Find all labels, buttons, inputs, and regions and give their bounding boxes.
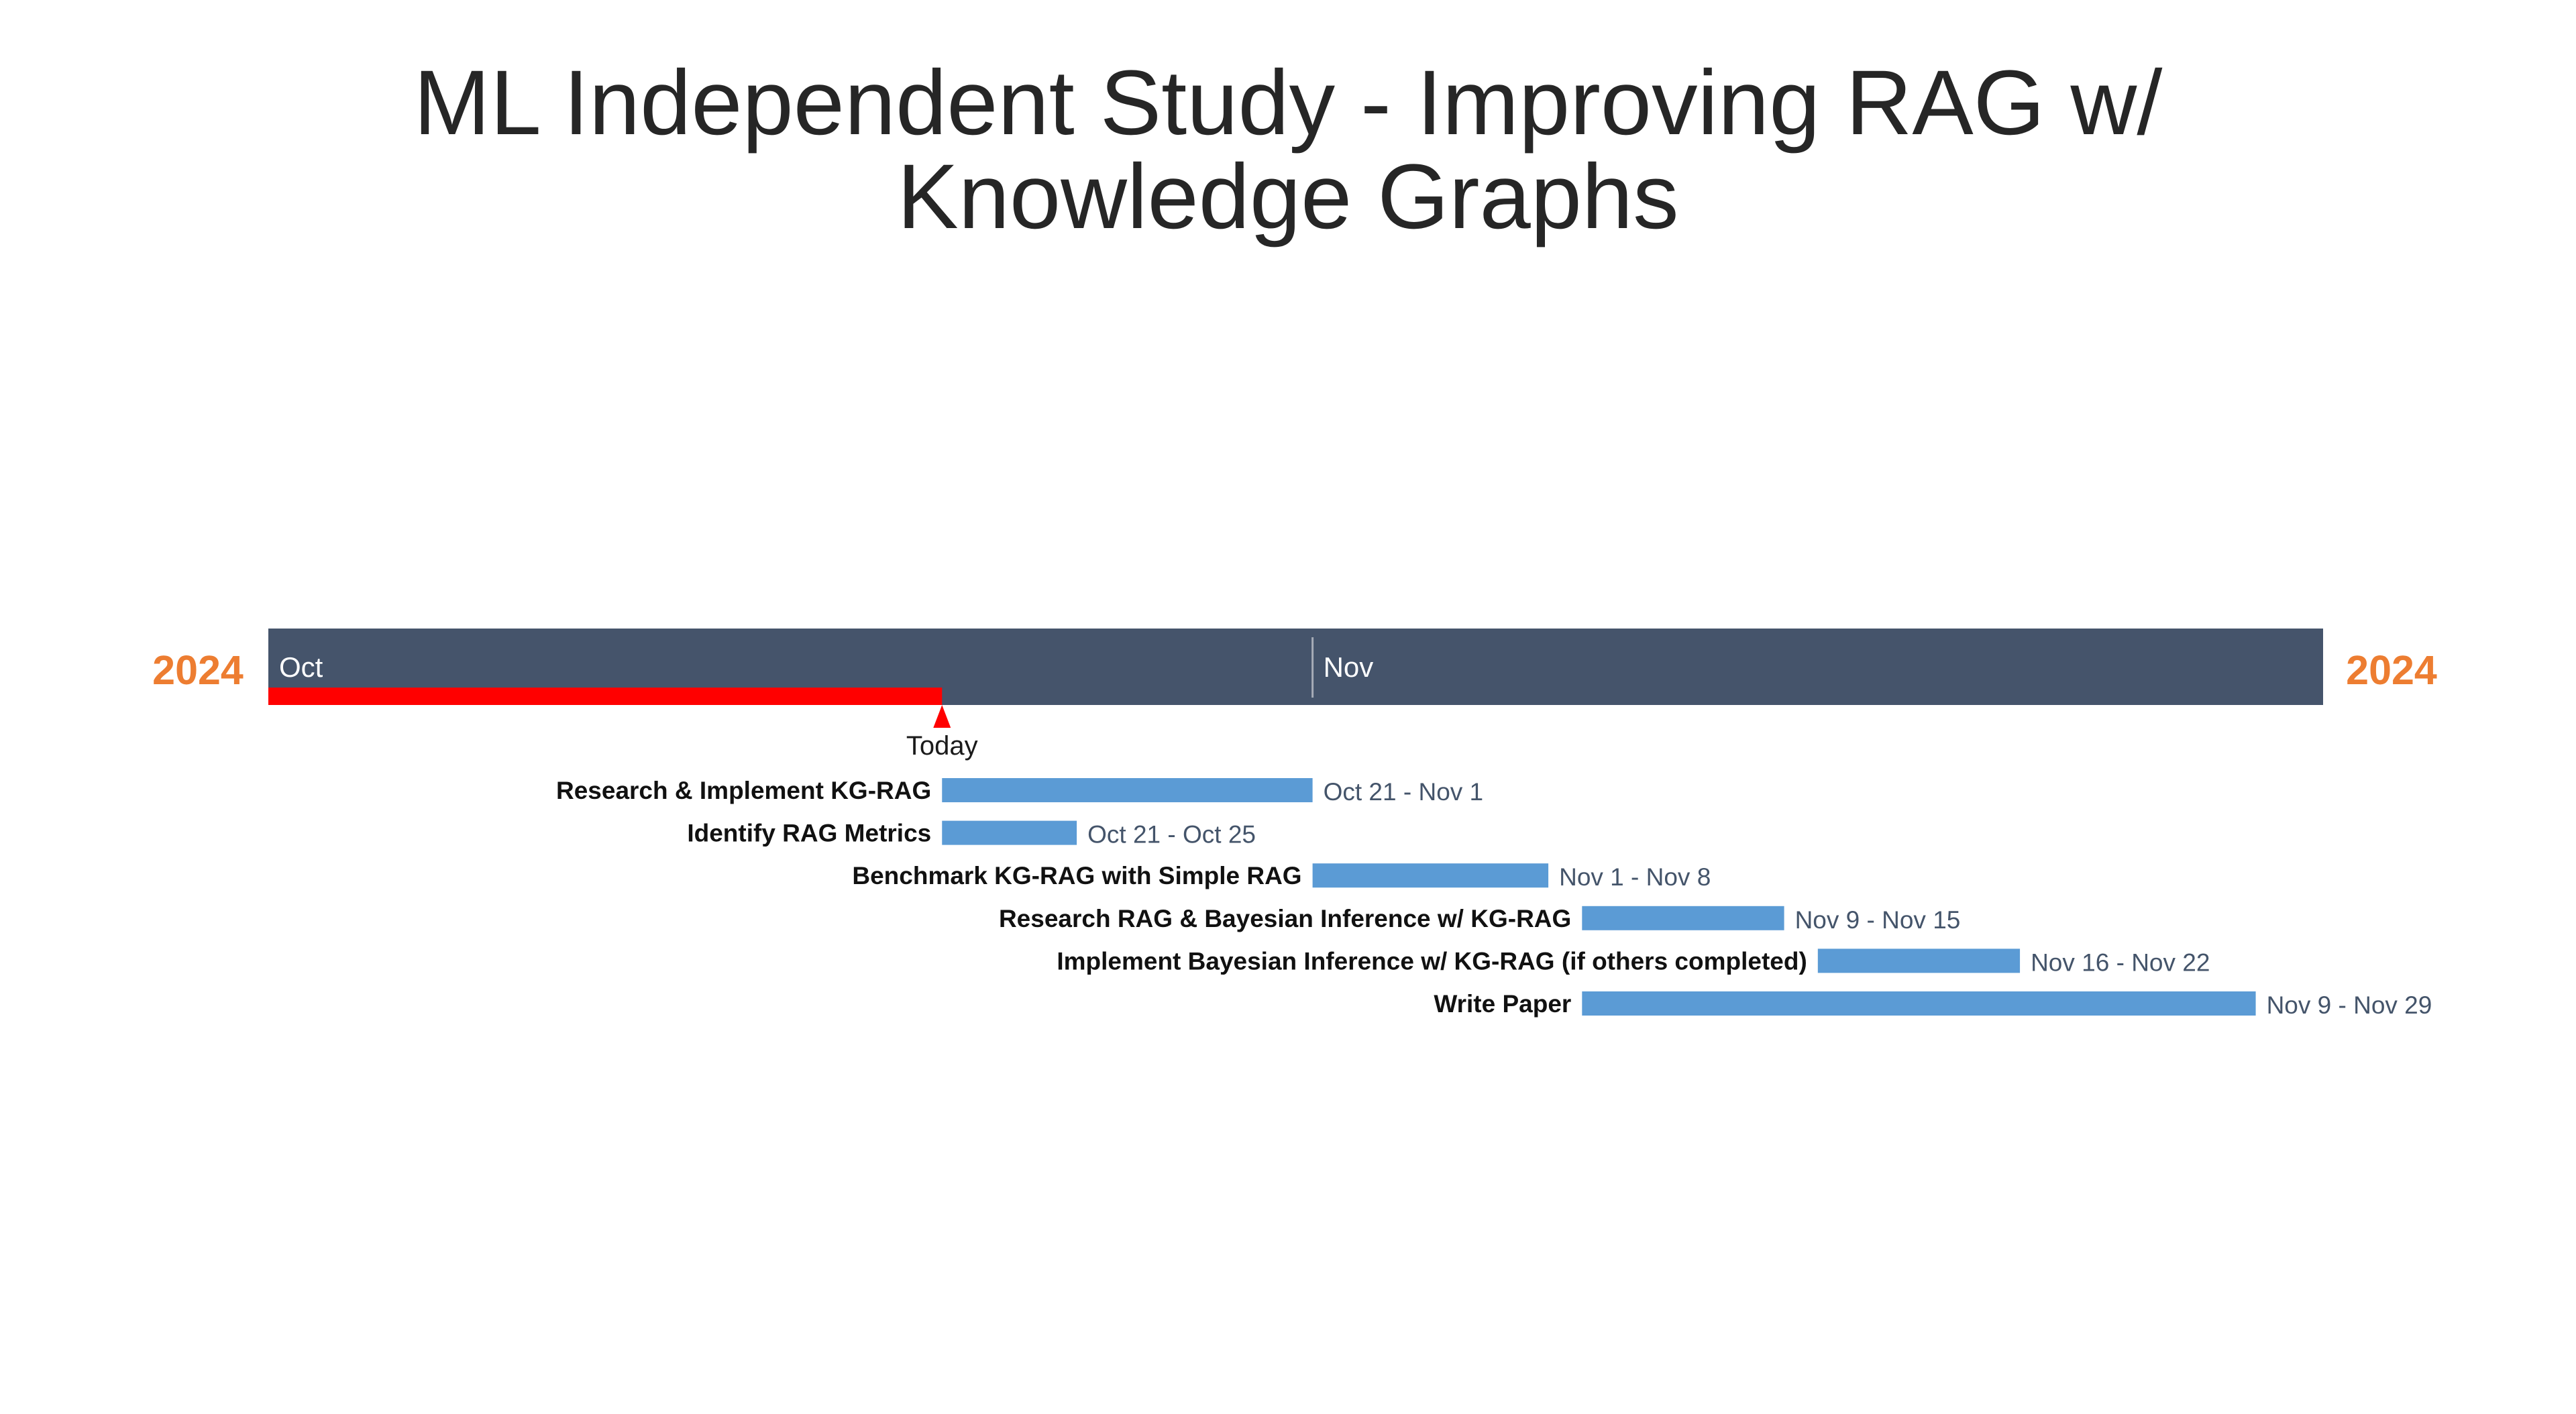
task-bar	[942, 778, 1313, 802]
chart-title: ML Independent Study - Improving RAG w/ …	[414, 52, 2163, 248]
task-row: Identify RAG Metrics Oct 21 - Oct 25	[687, 820, 1256, 849]
task-date-range-label: Nov 1 - Nov 8	[1559, 863, 1711, 891]
task-bar	[1312, 863, 1549, 888]
task-bar	[1582, 906, 1784, 930]
task-name-label: Benchmark KG-RAG with Simple RAG	[852, 862, 1301, 889]
chart-title-line-2: Knowledge Graphs	[897, 146, 1678, 248]
task-name-label: Research & Implement KG-RAG	[556, 777, 931, 804]
task-date-range-label: Nov 9 - Nov 15	[1795, 906, 1961, 934]
today-label: Today	[906, 731, 978, 761]
month-label-oct: Oct	[279, 651, 323, 683]
year-left-label: 2024	[152, 647, 244, 693]
task-row: Implement Bayesian Inference w/ KG-RAG (…	[1057, 947, 2210, 976]
today-progress-bar	[268, 688, 943, 705]
task-bar	[1817, 948, 2021, 973]
task-list: Research & Implement KG-RAG Oct 21 - Nov …	[556, 777, 2432, 1019]
task-name-label: Research RAG & Bayesian Inference w/ KG-…	[999, 905, 1571, 932]
task-date-range-label: Oct 21 - Oct 25	[1087, 821, 1256, 849]
task-date-range-label: Oct 21 - Nov 1	[1324, 778, 1484, 806]
task-date-range-label: Nov 16 - Nov 22	[2031, 948, 2210, 976]
today-marker-icon	[933, 705, 951, 728]
today-marker-group: Today	[268, 688, 978, 761]
task-name-label: Write Paper	[1434, 990, 1571, 1018]
task-row: Write Paper Nov 9 - Nov 29	[1434, 990, 2432, 1019]
task-date-range-label: Nov 9 - Nov 29	[2267, 991, 2432, 1019]
task-bar	[942, 820, 1077, 845]
task-row: Benchmark KG-RAG with Simple RAG Nov 1 - …	[852, 862, 1711, 891]
task-bar	[1582, 991, 2256, 1016]
year-right-label: 2024	[2346, 647, 2437, 693]
task-name-label: Implement Bayesian Inference w/ KG-RAG (…	[1057, 947, 1807, 975]
chart-title-line-1: ML Independent Study - Improving RAG w/	[414, 52, 2163, 154]
month-label-nov: Nov	[1324, 651, 1374, 683]
task-row: Research RAG & Bayesian Inference w/ KG-…	[999, 905, 1960, 934]
timeline-months: Oct Nov	[279, 637, 1373, 698]
task-row: Research & Implement KG-RAG Oct 21 - Nov …	[556, 777, 1483, 806]
task-name-label: Identify RAG Metrics	[687, 820, 931, 847]
